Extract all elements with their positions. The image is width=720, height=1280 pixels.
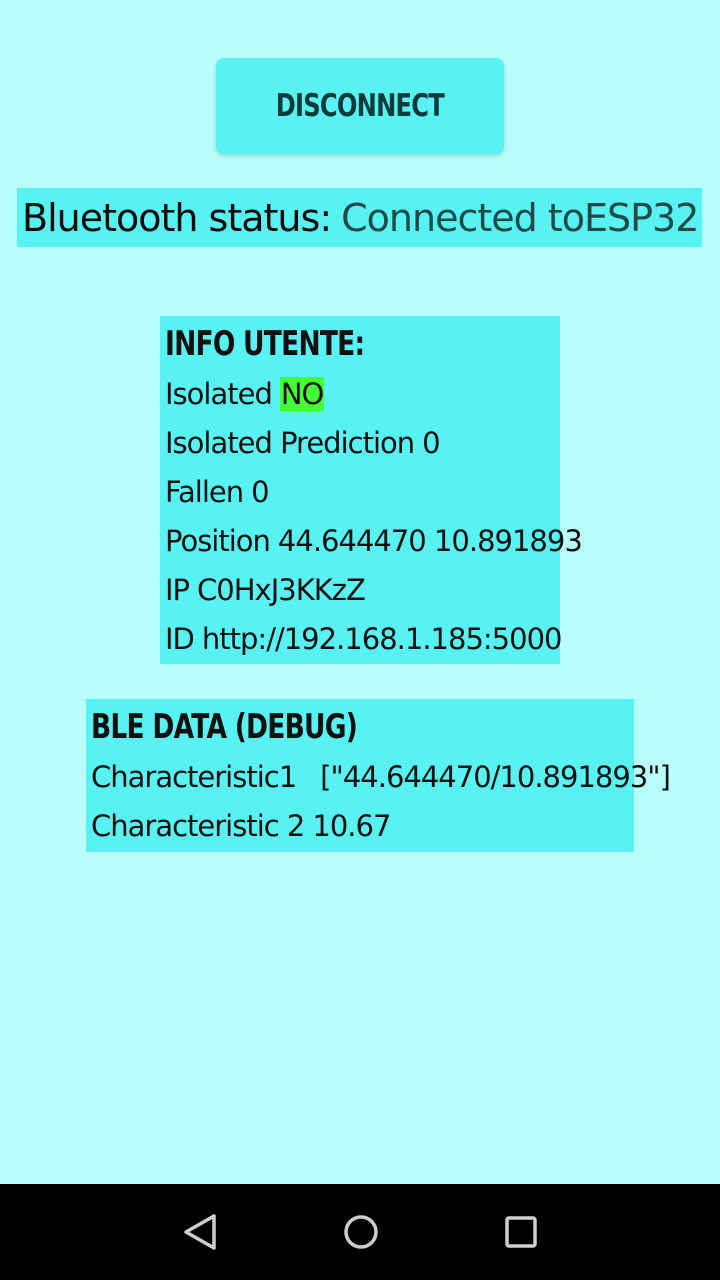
ip-label: IP [165,573,190,607]
id-row: ID http://192.168.1.185:5000 [165,615,563,664]
bluetooth-status: Bluetooth status: Connected toESP32 [17,188,702,247]
ip-row: IP C0HxJ3KKzZ [165,566,560,615]
recents-button[interactable] [497,1208,545,1256]
info-utente-title: INFO UTENTE: [165,324,365,364]
back-icon [184,1214,216,1250]
id-value: http://192.168.1.185:5000 [201,622,563,656]
fallen-row: Fallen 0 [165,468,560,517]
isolated-row: Isolated NO [165,370,560,419]
back-button[interactable] [177,1208,225,1256]
isolated-label: Isolated [165,377,273,411]
home-icon [344,1215,378,1249]
bluetooth-status-label: Bluetooth status: [22,195,332,240]
position-value: 44.644470 10.891893 [277,524,583,558]
ble-data-card: BLE DATA (DEBUG) Characteristic1 ["44.644… [86,699,671,852]
characteristic2-value: 10.67 [312,809,391,843]
disconnect-button-label: DISCONNECT [275,88,445,124]
isolated-value: NO [279,377,325,411]
ip-value: C0HxJ3KKzZ [197,573,366,607]
characteristic1-value: ["44.644470/10.891893"] [320,760,671,794]
position-row: Position 44.644470 10.891893 [165,517,583,566]
isolated-prediction-row: Isolated Prediction 0 [165,419,560,468]
recents-icon [505,1216,537,1248]
disconnect-button[interactable]: DISCONNECT [216,58,504,154]
characteristic1-row: Characteristic1 ["44.644470/10.891893"] [91,753,671,802]
ble-data-title: BLE DATA (DEBUG) [91,707,358,747]
characteristic2-row: Characteristic 2 10.67 [91,802,634,851]
fallen-label: Fallen [165,475,244,509]
isolated-prediction-label: Isolated Prediction [165,426,415,460]
characteristic2-label: Characteristic 2 [91,809,305,843]
home-button[interactable] [337,1208,385,1256]
bluetooth-status-value: Connected toESP32 [341,195,699,240]
navigation-bar [0,1184,720,1280]
characteristic1-label: Characteristic1 [91,760,297,794]
info-utente-card: INFO UTENTE: Isolated NO Isolated Predict… [160,316,583,664]
position-label: Position [165,524,271,558]
isolated-prediction-value: 0 [422,426,440,460]
fallen-value: 0 [251,475,269,509]
id-label: ID [165,622,195,656]
